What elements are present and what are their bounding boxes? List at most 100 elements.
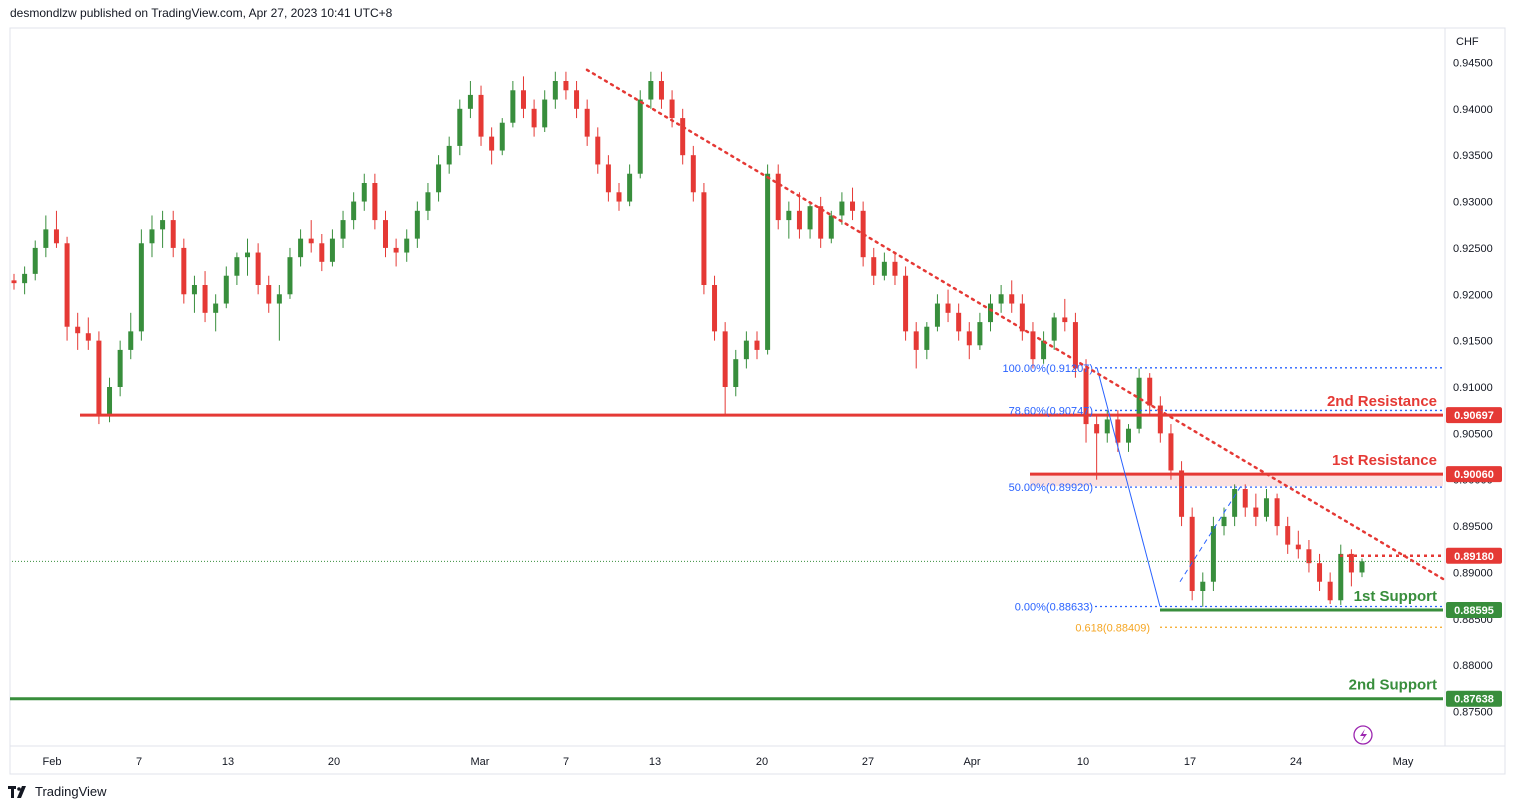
candle xyxy=(224,266,229,308)
currency-label: CHF xyxy=(1456,36,1479,48)
candle xyxy=(160,211,165,248)
fib-level-label: 100.00%(0.91207) xyxy=(1002,363,1093,375)
candle xyxy=(1253,494,1258,526)
candle xyxy=(627,164,632,206)
candle xyxy=(977,313,982,350)
y-tick-label: 0.94000 xyxy=(1453,104,1493,116)
candle xyxy=(521,76,526,118)
candle xyxy=(510,81,515,127)
candle xyxy=(563,72,568,100)
candle xyxy=(489,127,494,164)
candle xyxy=(500,118,505,155)
y-axis-ticks: 0.94500 0.94000 0.93500 0.93000 0.92500 0.920… xyxy=(1453,57,1493,718)
candle xyxy=(436,155,441,201)
tradingview-logo-icon xyxy=(8,786,30,798)
level-price-label: 0.88595 xyxy=(1454,605,1494,617)
candle xyxy=(54,211,59,248)
x-tick-label: 10 xyxy=(1077,756,1089,768)
candle xyxy=(383,211,388,257)
fib-618-label: 0.618(0.88409) xyxy=(1075,622,1150,634)
candle xyxy=(808,202,813,239)
candle xyxy=(96,331,101,424)
candle xyxy=(659,72,664,109)
candle xyxy=(309,220,314,252)
candle xyxy=(935,294,940,331)
candle xyxy=(1264,489,1269,521)
y-tick-label: 0.88000 xyxy=(1453,660,1493,672)
levels: 0.90697 2nd Resistance 0.90060 1st Resistan… xyxy=(10,393,1502,707)
candle xyxy=(1275,494,1280,536)
level-name-label: 1st Support xyxy=(1354,588,1437,605)
candle xyxy=(1052,313,1057,350)
candle xyxy=(1211,517,1216,591)
candle xyxy=(65,237,70,341)
candle xyxy=(266,276,271,313)
fib-level-label: 50.00%(0.89920) xyxy=(1009,482,1093,494)
candle xyxy=(256,243,261,294)
y-tick-label: 0.94500 xyxy=(1453,57,1493,69)
candle xyxy=(691,146,696,202)
candle xyxy=(1243,484,1248,516)
candle xyxy=(712,276,717,341)
candle xyxy=(341,211,346,248)
candle xyxy=(680,109,685,165)
x-tick-label: 7 xyxy=(563,756,569,768)
x-tick-label: 17 xyxy=(1184,756,1196,768)
candle xyxy=(871,248,876,285)
candle xyxy=(1126,424,1131,452)
candle xyxy=(479,86,484,146)
candle xyxy=(1009,280,1014,312)
candle xyxy=(330,229,335,266)
candle xyxy=(118,341,123,397)
candle xyxy=(1158,396,1163,442)
candle xyxy=(372,174,377,230)
candle xyxy=(744,331,749,368)
candle xyxy=(192,276,197,313)
candle xyxy=(1338,545,1343,605)
candle xyxy=(447,137,452,174)
fib-level-label: 0.00%(0.88633) xyxy=(1015,601,1093,613)
candle xyxy=(33,240,38,280)
level-price-label: 0.87638 xyxy=(1454,694,1494,706)
level-price-label: 0.89180 xyxy=(1454,551,1494,563)
candle xyxy=(203,271,208,322)
candle xyxy=(903,266,908,340)
x-tick-label: Apr xyxy=(963,756,980,768)
candle xyxy=(988,294,993,331)
x-tick-label: May xyxy=(1393,756,1414,768)
candle xyxy=(1317,554,1322,591)
candles xyxy=(12,72,1365,607)
candle xyxy=(404,229,409,261)
candle xyxy=(617,183,622,211)
candle xyxy=(394,239,399,267)
y-tick-label: 0.92500 xyxy=(1453,243,1493,255)
candle xyxy=(12,274,17,290)
candle xyxy=(585,100,590,146)
candle xyxy=(1306,540,1311,572)
candle xyxy=(765,164,770,354)
candle xyxy=(733,350,738,396)
y-tick-label: 0.87500 xyxy=(1453,707,1493,719)
lightning-icon[interactable] xyxy=(1354,726,1372,744)
candle xyxy=(415,202,420,248)
candle xyxy=(298,229,303,266)
y-tick-label: 0.91000 xyxy=(1453,382,1493,394)
y-tick-label: 0.89500 xyxy=(1453,521,1493,533)
candle xyxy=(754,331,759,359)
candle xyxy=(553,72,558,109)
candle xyxy=(999,285,1004,313)
candle xyxy=(786,202,791,239)
fib-level-label: 78.60%(0.90747) xyxy=(1009,405,1093,417)
candle xyxy=(850,188,855,220)
level-name-label: 1st Resistance xyxy=(1332,452,1437,469)
level-price-label: 0.90697 xyxy=(1454,410,1494,422)
candle xyxy=(532,100,537,137)
candle xyxy=(1030,322,1035,368)
candle xyxy=(595,127,600,173)
x-tick-label: Feb xyxy=(43,756,62,768)
candle xyxy=(181,239,186,304)
y-tick-label: 0.89000 xyxy=(1453,567,1493,579)
y-tick-label: 0.91500 xyxy=(1453,336,1493,348)
candle xyxy=(1168,424,1173,480)
